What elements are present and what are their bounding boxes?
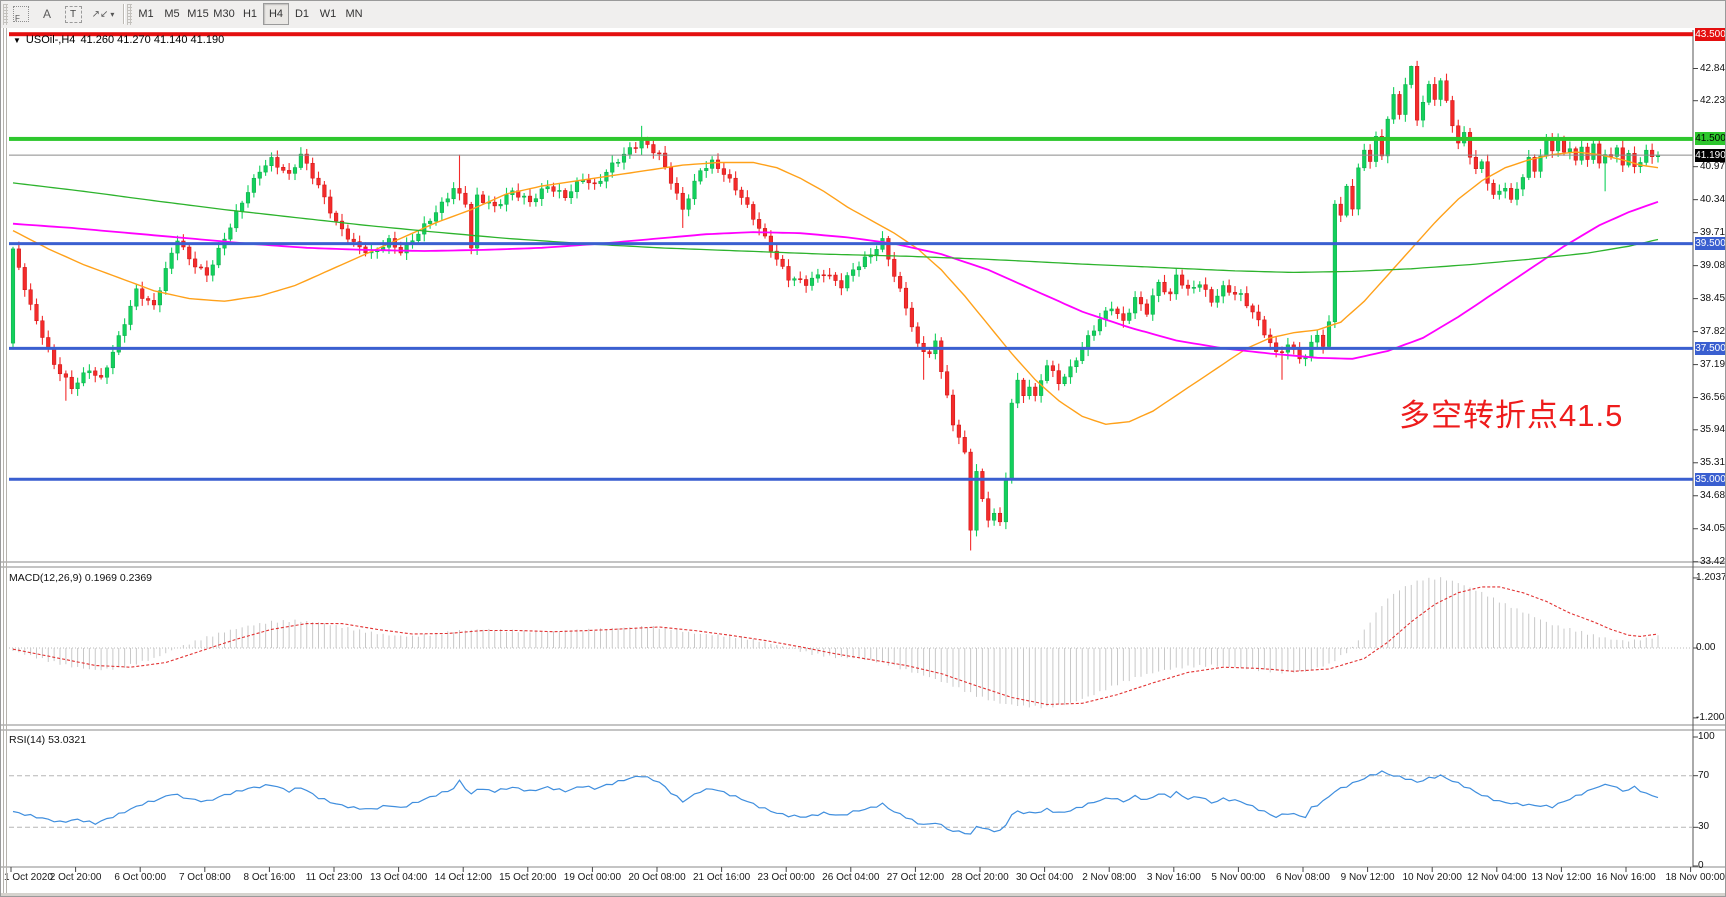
text-tool-button[interactable]: T bbox=[61, 3, 85, 25]
grid-icon: F bbox=[13, 6, 29, 23]
timeframe-d1-button[interactable]: D1 bbox=[294, 8, 310, 20]
chart-area[interactable]: 43.500 41.500 39.500 37.500 35.000 41.190 42.8… bbox=[1, 27, 1726, 893]
symbol-dropdown-icon[interactable]: ▼ bbox=[13, 35, 21, 45]
templates-tool-button[interactable]: F bbox=[9, 3, 33, 25]
timeframe-w1-button[interactable]: W1 bbox=[319, 8, 337, 20]
toolbar: F A T ↗↙ ▾ M1 M5 M15 M30 H1 H4 D1 W1 MN bbox=[1, 1, 1725, 29]
rsi-indicator-label: RSI(14) 53.0321 bbox=[9, 734, 87, 746]
ohlc-values: 41.260 41.270 41.140 41.190 bbox=[80, 34, 225, 46]
chart-title: ▼ USOil-,H4 41.260 41.270 41.140 41.190 bbox=[13, 34, 224, 46]
chart-canvas[interactable] bbox=[1, 28, 1726, 893]
toolbar-drag-handle-2[interactable] bbox=[127, 4, 132, 25]
timeframe-m1-button[interactable]: M1 bbox=[138, 8, 154, 20]
toolbar-separator bbox=[123, 4, 124, 24]
annotation-text: 多空转折点41.5 bbox=[1399, 398, 1624, 433]
arrows-tool-button[interactable]: ↗↙ ▾ bbox=[87, 3, 119, 25]
timeframe-m30-button[interactable]: M30 bbox=[213, 8, 235, 20]
timeframe-h1-button[interactable]: H1 bbox=[242, 8, 258, 20]
rsi-layer bbox=[9, 770, 1693, 835]
main-chart-layer bbox=[9, 32, 1693, 551]
chevron-down-icon: ▾ bbox=[110, 9, 115, 19]
window-bottom-edge bbox=[1, 893, 1725, 896]
macd-indicator-label: MACD(12,26,9) 0.1969 0.2369 bbox=[9, 572, 153, 584]
window-left-edge-2 bbox=[6, 28, 7, 893]
timeframe-m15-button[interactable]: M15 bbox=[187, 8, 209, 20]
timeframe-mn-button[interactable]: MN bbox=[345, 8, 363, 20]
window-left-edge bbox=[3, 28, 4, 893]
timeframe-h4-button[interactable]: H4 bbox=[263, 3, 289, 25]
macd-layer bbox=[9, 577, 1693, 709]
text-label-tool-button[interactable]: A bbox=[42, 7, 51, 21]
timeframe-m5-button[interactable]: M5 bbox=[164, 8, 180, 20]
toolbar-drag-handle[interactable] bbox=[3, 4, 8, 25]
symbol-period-label: USOil-,H4 bbox=[25, 34, 76, 46]
arrows-icon: ↗↙ bbox=[91, 8, 109, 20]
text-box-icon: T bbox=[64, 5, 82, 23]
